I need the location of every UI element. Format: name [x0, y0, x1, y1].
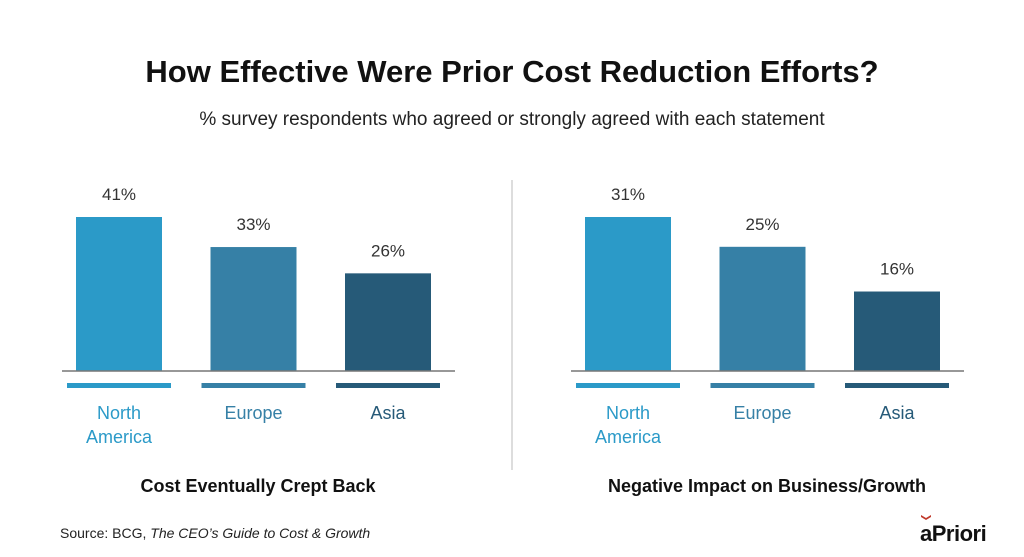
- legend-swatch: [201, 383, 306, 388]
- legend-swatch: [336, 383, 440, 388]
- data-label: 16%: [880, 260, 914, 279]
- data-label: 26%: [371, 241, 405, 260]
- data-label: 31%: [611, 185, 645, 204]
- legend-swatch: [710, 383, 815, 388]
- bar-asia: [345, 273, 431, 371]
- category-label: America: [595, 427, 662, 447]
- category-label: Asia: [879, 403, 915, 423]
- data-label: 41%: [102, 185, 136, 204]
- category-label: America: [86, 427, 153, 447]
- bar-north-america: [585, 217, 671, 371]
- logo-text: aPriori: [920, 521, 987, 546]
- chart-title: Cost Eventually Crept Back: [140, 476, 376, 496]
- source-work: The CEO’s Guide to Cost & Growth: [150, 525, 371, 541]
- data-label: 33%: [236, 215, 270, 234]
- chart-title: Negative Impact on Business/Growth: [608, 476, 926, 496]
- legend-swatch: [67, 383, 171, 388]
- bar-north-america: [76, 217, 162, 371]
- bar-europe: [210, 247, 297, 371]
- category-label: Europe: [733, 403, 791, 423]
- category-label: Europe: [224, 403, 282, 423]
- bar-europe: [719, 246, 806, 371]
- category-label: North: [97, 403, 141, 423]
- page-title: How Effective Were Prior Cost Reduction …: [145, 54, 879, 89]
- legend-swatch: [845, 383, 949, 388]
- source-note: Source: BCG, The CEO’s Guide to Cost & G…: [60, 525, 370, 541]
- legend-swatch: [576, 383, 680, 388]
- source-prefix: Source: BCG,: [60, 525, 151, 541]
- category-label: North: [606, 403, 650, 423]
- category-label: Asia: [370, 403, 406, 423]
- apriori-logo: aPriori: [920, 515, 987, 547]
- bar-asia: [854, 291, 940, 371]
- page-subtitle: % survey respondents who agreed or stron…: [199, 109, 825, 130]
- data-label: 25%: [745, 215, 779, 234]
